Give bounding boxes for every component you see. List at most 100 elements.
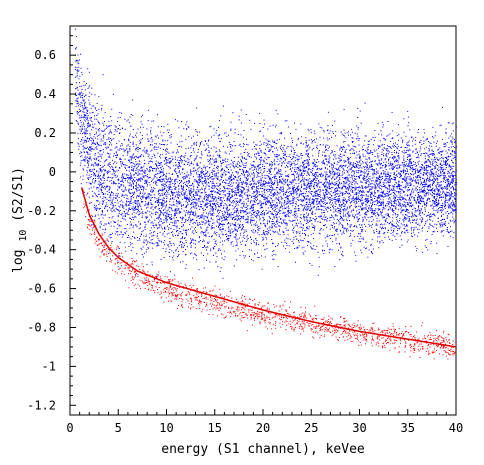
scatter-point bbox=[281, 178, 283, 180]
scatter-point bbox=[146, 174, 148, 176]
scatter-point bbox=[111, 192, 112, 194]
scatter-point bbox=[219, 197, 221, 199]
scatter-point bbox=[153, 177, 155, 179]
scatter-point bbox=[209, 126, 211, 128]
scatter-point bbox=[192, 201, 194, 203]
scatter-point bbox=[376, 231, 378, 232]
scatter-point bbox=[162, 247, 164, 249]
scatter-point bbox=[107, 163, 109, 165]
scatter-point bbox=[192, 212, 194, 214]
scatter-point bbox=[351, 224, 353, 226]
scatter-point bbox=[109, 144, 110, 146]
scatter-point bbox=[221, 217, 223, 219]
scatter-point bbox=[123, 205, 125, 207]
scatter-point bbox=[206, 166, 208, 168]
scatter-point bbox=[246, 182, 248, 184]
scatter-point bbox=[361, 238, 363, 240]
scatter-point bbox=[226, 164, 228, 166]
scatter-point bbox=[381, 148, 383, 150]
scatter-point bbox=[363, 202, 365, 204]
scatter-point bbox=[155, 201, 157, 202]
scatter-point bbox=[235, 238, 237, 240]
scatter-point bbox=[136, 173, 138, 175]
scatter-point bbox=[234, 132, 236, 134]
scatter-point bbox=[348, 157, 350, 159]
scatter-point bbox=[248, 255, 250, 257]
scatter-point bbox=[341, 254, 343, 256]
scatter-point bbox=[438, 193, 440, 195]
scatter-point bbox=[178, 209, 180, 211]
scatter-point bbox=[207, 199, 209, 201]
scatter-point bbox=[308, 130, 310, 132]
scatter-point bbox=[172, 165, 174, 167]
scatter-point bbox=[390, 193, 392, 195]
scatter-point bbox=[391, 169, 393, 171]
scatter-point bbox=[172, 159, 174, 161]
scatter-point bbox=[451, 182, 452, 183]
scatter-point bbox=[284, 239, 286, 241]
scatter-point bbox=[379, 179, 381, 180]
scatter-point bbox=[453, 171, 455, 173]
scatter-point bbox=[403, 231, 405, 233]
scatter-point bbox=[407, 220, 409, 222]
scatter-point bbox=[196, 180, 198, 182]
scatter-point bbox=[151, 158, 153, 160]
scatter-point bbox=[323, 210, 325, 211]
scatter-point bbox=[165, 189, 167, 191]
scatter-point bbox=[354, 178, 356, 180]
scatter-point bbox=[103, 175, 104, 177]
scatter-point bbox=[432, 154, 434, 156]
scatter-point bbox=[222, 225, 224, 227]
scatter-point bbox=[120, 231, 122, 233]
scatter-point bbox=[318, 151, 320, 153]
scatter-point bbox=[240, 194, 242, 196]
scatter-point bbox=[88, 163, 90, 165]
scatter-point bbox=[444, 182, 446, 183]
scatter-point bbox=[145, 203, 147, 205]
scatter-point bbox=[157, 161, 159, 163]
scatter-point bbox=[410, 177, 412, 179]
scatter-point bbox=[263, 161, 265, 163]
scatter-point bbox=[193, 144, 195, 146]
scatter-point bbox=[418, 213, 420, 215]
scatter-point bbox=[271, 227, 273, 229]
scatter-point bbox=[293, 198, 294, 199]
scatter-point bbox=[216, 129, 218, 131]
scatter-point bbox=[272, 223, 274, 225]
scatter-point bbox=[87, 125, 89, 126]
scatter-point bbox=[340, 211, 342, 213]
scatter-point bbox=[195, 180, 197, 182]
scatter-point bbox=[169, 166, 171, 168]
scatter-point bbox=[284, 150, 286, 152]
scatter-point bbox=[238, 219, 240, 221]
scatter-point bbox=[235, 164, 237, 166]
scatter-point bbox=[202, 212, 204, 214]
scatter-point bbox=[116, 162, 118, 164]
scatter-point bbox=[185, 254, 187, 256]
scatter-point bbox=[448, 149, 450, 150]
scatter-point bbox=[324, 202, 326, 204]
scatter-point bbox=[271, 212, 273, 214]
scatter-point bbox=[239, 175, 241, 177]
scatter-point bbox=[345, 179, 347, 181]
scatter-point bbox=[311, 207, 313, 209]
scatter-point bbox=[340, 146, 342, 148]
scatter-point bbox=[369, 194, 371, 195]
scatter-point bbox=[264, 148, 266, 150]
scatter-point bbox=[206, 259, 207, 261]
scatter-point bbox=[95, 177, 96, 179]
scatter-point bbox=[379, 194, 381, 196]
scatter-point bbox=[204, 178, 206, 179]
scatter-point bbox=[90, 187, 92, 189]
scatter-point bbox=[109, 187, 111, 189]
scatter-point bbox=[103, 151, 105, 153]
scatter-point bbox=[87, 68, 89, 70]
scatter-point bbox=[316, 195, 318, 197]
scatter-point bbox=[388, 191, 390, 193]
scatter-point bbox=[141, 253, 143, 255]
scatter-point bbox=[182, 168, 184, 170]
scatter-point bbox=[376, 178, 378, 180]
scatter-point bbox=[310, 190, 312, 192]
scatter-point bbox=[240, 122, 242, 124]
scatter-point bbox=[210, 158, 211, 159]
